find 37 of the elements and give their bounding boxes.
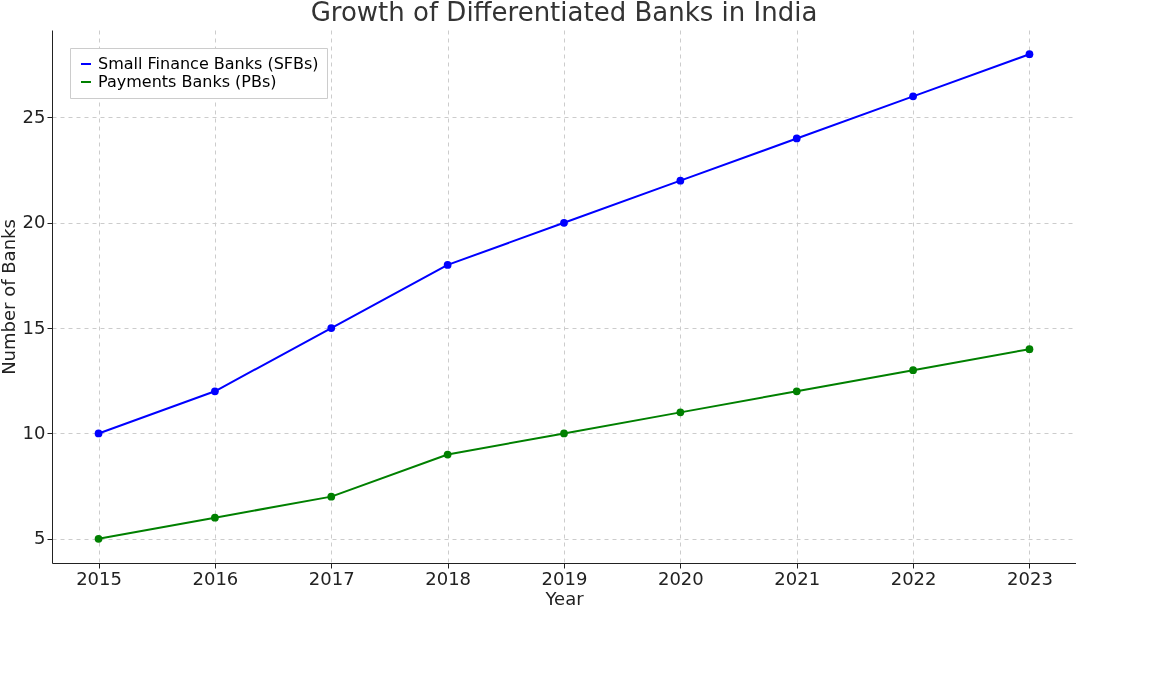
x-tick-label: 2017 xyxy=(308,567,355,589)
point xyxy=(792,134,801,143)
point xyxy=(909,92,917,101)
x-tick-label: 2021 xyxy=(774,567,821,589)
x-tick-label: 2023 xyxy=(1007,567,1053,589)
point xyxy=(443,261,452,269)
point xyxy=(909,366,917,375)
legend-label: Small Finance Banks (SFBs) xyxy=(98,54,319,73)
y-tick-label: 20 xyxy=(22,211,46,233)
point xyxy=(560,429,568,438)
point xyxy=(327,492,336,501)
x-tick-label: 2019 xyxy=(541,567,588,589)
point xyxy=(94,429,103,438)
point xyxy=(211,513,219,522)
x-tick-label: 2018 xyxy=(425,567,472,589)
y-tick-label: 15 xyxy=(22,316,46,338)
x-tick-label: 2016 xyxy=(192,567,239,589)
point xyxy=(327,324,336,332)
y-axis-title: Number of Banks xyxy=(0,219,19,375)
x-tick-label: 2015 xyxy=(76,567,122,589)
x-tick-label: 2020 xyxy=(657,567,704,589)
x-tick-label: 2022 xyxy=(890,567,937,589)
legend-label: Payments Banks (PBs) xyxy=(98,72,277,91)
y-tick-label: 10 xyxy=(22,421,46,443)
point xyxy=(443,450,452,459)
chart-title: Growth of Differentiated Banks in India xyxy=(310,0,818,27)
point xyxy=(1025,50,1034,59)
point xyxy=(676,176,685,185)
x-axis-title: Year xyxy=(544,587,585,609)
y-tick-label: 5 xyxy=(34,527,46,549)
point xyxy=(676,408,685,417)
point xyxy=(94,534,103,543)
y-tick-label: 25 xyxy=(22,105,46,127)
point xyxy=(792,387,801,396)
point xyxy=(560,218,568,227)
point xyxy=(211,387,219,396)
point xyxy=(1025,345,1034,354)
